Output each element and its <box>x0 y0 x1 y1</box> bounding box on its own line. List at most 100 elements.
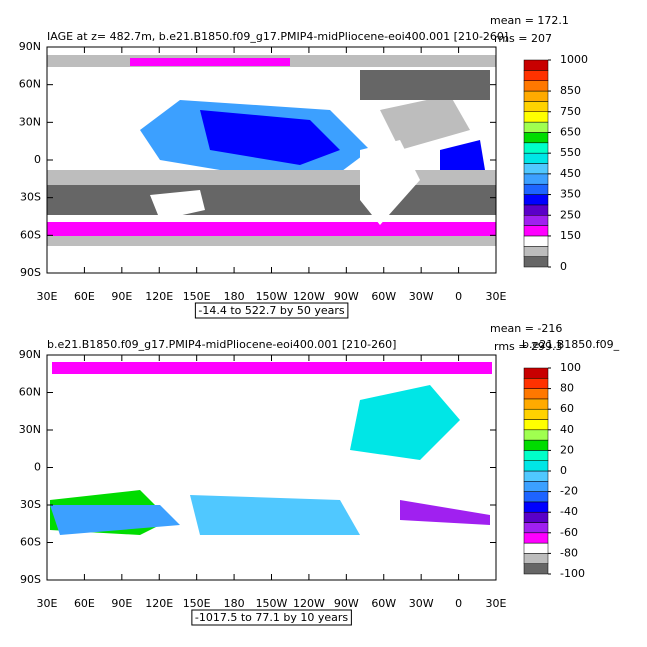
colorbar-box <box>523 142 549 154</box>
colorbar-box <box>523 80 549 92</box>
x-tick-label: 90E <box>111 290 132 303</box>
y-tick-label: 90S <box>20 573 41 586</box>
colorbar-box <box>523 132 549 144</box>
range-box <box>191 609 352 626</box>
colorbar-box <box>523 501 549 513</box>
colorbar-box <box>523 470 549 482</box>
y-tick-label: 60S <box>20 536 41 549</box>
x-tick-label: 30E <box>486 290 507 303</box>
x-tick-label: 90E <box>111 597 132 610</box>
rms-label: rms = 207 <box>494 32 552 45</box>
x-tick-label: 0 <box>455 597 462 610</box>
colorbar-box <box>523 378 549 389</box>
colorbar-label: -60 <box>560 526 578 539</box>
colorbar-box <box>523 522 549 534</box>
x-tick-label: 90W <box>334 290 359 303</box>
colorbar-label: 40 <box>560 423 574 436</box>
colorbar-box <box>523 388 549 400</box>
x-tick-label: 60E <box>74 290 95 303</box>
x-tick-label: 120E <box>145 290 173 303</box>
x-tick-label: 180 <box>224 290 245 303</box>
colorbar-label: 0 <box>560 260 567 273</box>
colorbar-box <box>523 204 549 216</box>
x-tick-label: 180 <box>224 597 245 610</box>
colorbar-box <box>523 553 549 564</box>
rms-label: rms = 299.3 <box>494 340 562 353</box>
x-tick-label: 30E <box>37 290 58 303</box>
colorbar-label: 350 <box>560 188 581 201</box>
y-tick-label: 30S <box>20 498 41 511</box>
x-tick-label: 150W <box>256 290 288 303</box>
colorbar-box <box>523 235 549 247</box>
map-fill <box>50 362 492 535</box>
y-tick-label: 0 <box>34 461 41 474</box>
y-tick-label: 90N <box>19 40 41 53</box>
x-tick-label: 150E <box>183 290 211 303</box>
x-tick-label: 30W <box>409 597 434 610</box>
colorbar-box <box>523 408 549 420</box>
x-tick-label: 0 <box>455 290 462 303</box>
colorbar-box <box>523 101 549 113</box>
colorbar-label: -100 <box>560 567 585 580</box>
colorbar-box <box>523 163 549 175</box>
colorbar-box <box>523 450 549 461</box>
x-tick-label: 60W <box>371 597 396 610</box>
colorbar-label: -40 <box>560 505 578 518</box>
colorbar-box <box>523 398 549 410</box>
colorbar-box <box>523 152 549 164</box>
x-tick-label: 120E <box>145 597 173 610</box>
y-tick-label: 30N <box>19 115 41 128</box>
colorbar-box <box>523 542 549 554</box>
colorbar-box <box>523 246 549 257</box>
colorbar-box <box>523 225 549 237</box>
x-tick-label: 150E <box>183 597 211 610</box>
y-tick-label: 60N <box>19 386 41 399</box>
colorbar-box <box>523 111 549 123</box>
case-label: b.e21.B1850.f09_ <box>522 338 620 351</box>
x-tick-label: 150W <box>256 597 288 610</box>
mean-label: mean = 172.1 <box>490 14 569 27</box>
colorbar-label: 750 <box>560 105 581 118</box>
colorbar-box <box>523 173 549 185</box>
map-fill <box>47 55 496 246</box>
colorbar-box <box>523 121 549 133</box>
colorbar-label: 20 <box>560 443 574 456</box>
range-label: -14.4 to 522.7 by 50 years <box>198 304 345 317</box>
colorbar-box <box>523 491 549 503</box>
y-tick-label: 30N <box>19 423 41 436</box>
x-tick-label: 120W <box>293 290 325 303</box>
colorbar-label: 150 <box>560 229 581 242</box>
colorbar-label: -20 <box>560 485 578 498</box>
range-label: -1017.5 to 77.1 by 10 years <box>195 611 349 624</box>
colorbar-box <box>523 59 549 71</box>
colorbar-label: 60 <box>560 402 574 415</box>
colorbar-box <box>523 460 549 472</box>
colorbar-box <box>523 532 549 544</box>
x-tick-label: 30E <box>37 597 58 610</box>
x-tick-label: 30E <box>486 597 507 610</box>
colorbar-box <box>523 511 549 523</box>
colorbar-box <box>523 563 549 575</box>
colorbar-label: 450 <box>560 167 581 180</box>
map-title: IAGE at z= 482.7m, b.e21.B1850.f09_g17.P… <box>47 30 508 43</box>
colorbar-label: 1000 <box>560 53 588 66</box>
x-tick-label: 60W <box>371 290 396 303</box>
colorbar-label: 100 <box>560 361 581 374</box>
colorbar-label: 0 <box>560 464 567 477</box>
y-tick-label: 0 <box>34 153 41 166</box>
y-tick-label: 30S <box>20 191 41 204</box>
range-box <box>194 302 349 319</box>
y-tick-label: 90N <box>19 348 41 361</box>
x-tick-label: 120W <box>293 597 325 610</box>
colorbar-box <box>523 194 549 206</box>
y-tick-label: 60N <box>19 78 41 91</box>
x-tick-label: 60E <box>74 597 95 610</box>
colorbar-label: -80 <box>560 546 578 559</box>
colorbar-box <box>523 90 549 102</box>
map-title: b.e21.B1850.f09_g17.PMIP4-midPliocene-eo… <box>47 338 396 351</box>
colorbar-box <box>523 215 549 226</box>
colorbar-label: 850 <box>560 84 581 97</box>
colorbar-box <box>523 367 549 379</box>
colorbar-label: 80 <box>560 382 574 395</box>
y-tick-label: 60S <box>20 228 41 241</box>
